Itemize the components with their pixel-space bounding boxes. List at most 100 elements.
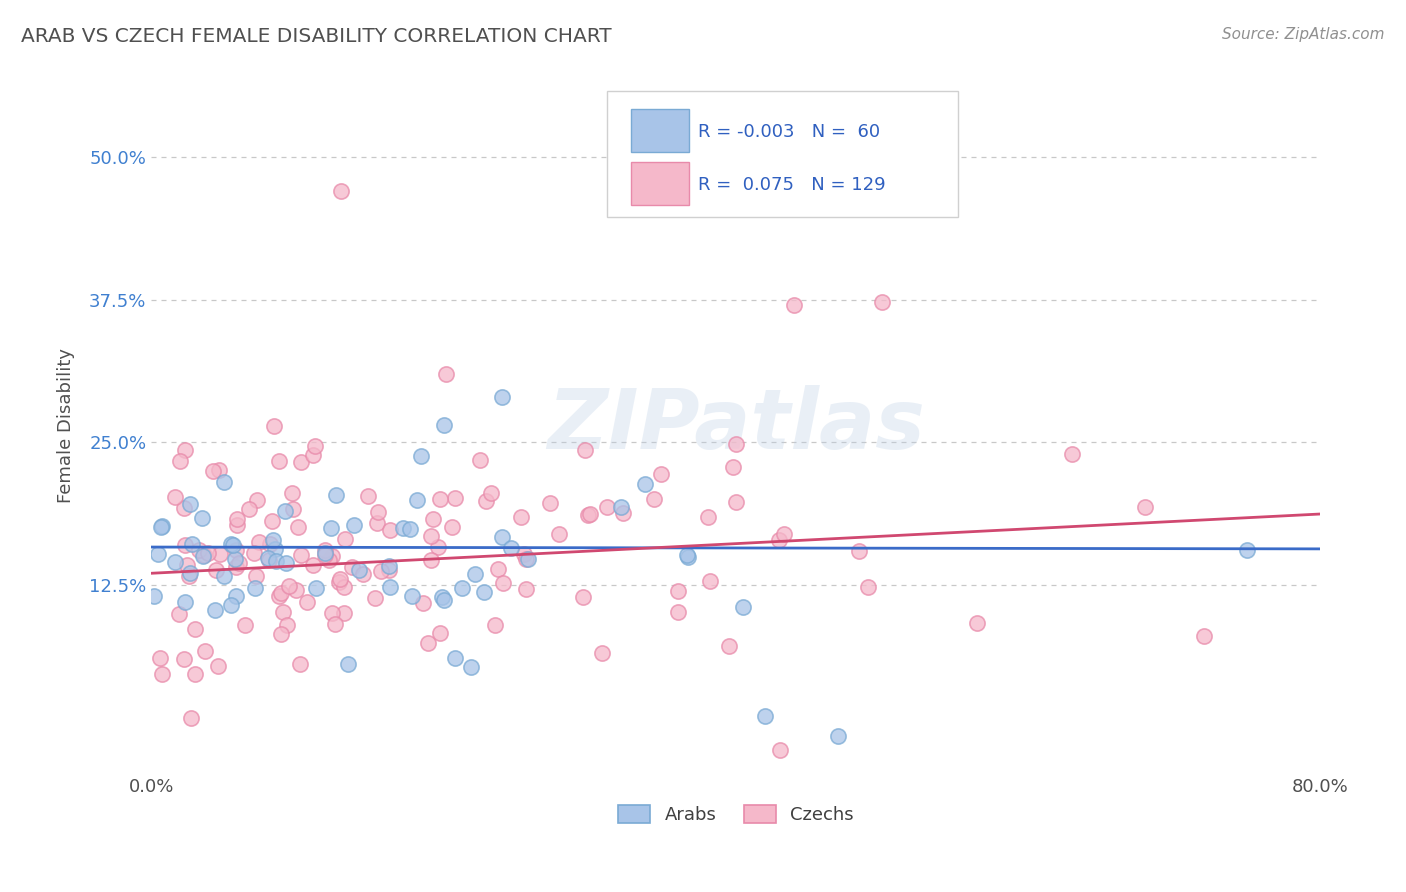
Point — [450, 581, 472, 595]
Point — [768, 533, 790, 547]
Point — [202, 464, 225, 478]
Point — [208, 463, 231, 477]
Point — [412, 596, 434, 610]
Point — [330, 185, 353, 199]
Point — [225, 543, 247, 558]
Point — [270, 626, 292, 640]
Point — [699, 574, 721, 588]
Point — [305, 581, 328, 595]
Point — [245, 581, 267, 595]
Point — [773, 527, 796, 541]
Point — [262, 533, 284, 547]
Point — [321, 606, 343, 620]
Point — [321, 549, 343, 564]
Point — [277, 579, 299, 593]
Point — [146, 547, 169, 561]
Point — [225, 560, 247, 574]
Point — [225, 589, 247, 603]
Point — [347, 563, 370, 577]
Point — [183, 667, 205, 681]
Point — [470, 452, 492, 467]
Point — [406, 493, 429, 508]
Y-axis label: Female Disability: Female Disability — [58, 348, 75, 502]
Point — [474, 493, 496, 508]
Point — [187, 543, 209, 558]
Point — [225, 512, 247, 526]
Point — [177, 569, 200, 583]
Point — [515, 552, 537, 566]
Legend: Arabs, Czechs: Arabs, Czechs — [609, 796, 863, 833]
Point — [219, 598, 242, 612]
Point — [247, 534, 270, 549]
Point — [163, 491, 186, 505]
Point — [302, 448, 325, 462]
Point — [576, 508, 599, 523]
Point — [226, 518, 249, 533]
Point — [197, 546, 219, 560]
Point — [501, 541, 523, 555]
Point — [1236, 543, 1258, 558]
Point — [783, 298, 806, 312]
Point — [191, 549, 214, 563]
Point — [401, 589, 423, 603]
Point — [180, 711, 202, 725]
Point — [422, 512, 444, 526]
Point — [242, 545, 264, 559]
Point — [370, 564, 392, 578]
Point — [574, 442, 596, 457]
Point — [267, 590, 290, 604]
Point — [440, 520, 463, 534]
Point — [676, 549, 699, 564]
Point — [264, 541, 287, 556]
Point — [329, 572, 352, 586]
Point — [419, 529, 441, 543]
Point — [378, 563, 401, 577]
Point — [357, 489, 380, 503]
Point — [610, 500, 633, 515]
Point — [328, 574, 350, 589]
Point — [547, 527, 569, 541]
Point — [491, 530, 513, 544]
Point — [267, 453, 290, 467]
Point — [444, 491, 467, 505]
Point — [245, 569, 267, 583]
Point — [150, 666, 173, 681]
Point — [352, 567, 374, 582]
FancyBboxPatch shape — [631, 109, 689, 152]
Point — [364, 591, 387, 606]
Point — [314, 545, 336, 559]
Point — [516, 552, 538, 566]
Point — [150, 519, 173, 533]
Point — [515, 582, 537, 596]
Point — [769, 743, 792, 757]
Point — [169, 607, 191, 622]
Point — [281, 502, 304, 516]
Point — [725, 495, 748, 509]
Point — [380, 523, 402, 537]
Point — [591, 647, 613, 661]
Point — [486, 562, 509, 576]
Point — [510, 509, 533, 524]
Text: R = -0.003   N =  60: R = -0.003 N = 60 — [699, 123, 880, 141]
Point — [754, 708, 776, 723]
Point — [464, 567, 486, 582]
Point — [207, 659, 229, 673]
Point — [856, 580, 879, 594]
Point — [224, 552, 246, 566]
Point — [194, 643, 217, 657]
Point — [204, 602, 226, 616]
Point — [848, 544, 870, 558]
Point — [434, 368, 457, 382]
Point — [433, 593, 456, 607]
Point — [718, 639, 741, 653]
Text: Source: ZipAtlas.com: Source: ZipAtlas.com — [1222, 27, 1385, 42]
Point — [367, 505, 389, 519]
Point — [246, 493, 269, 508]
Point — [429, 626, 451, 640]
Point — [733, 599, 755, 614]
Point — [179, 566, 201, 581]
Point — [149, 650, 172, 665]
Point — [238, 502, 260, 516]
Point — [479, 486, 502, 500]
Point — [284, 582, 307, 597]
